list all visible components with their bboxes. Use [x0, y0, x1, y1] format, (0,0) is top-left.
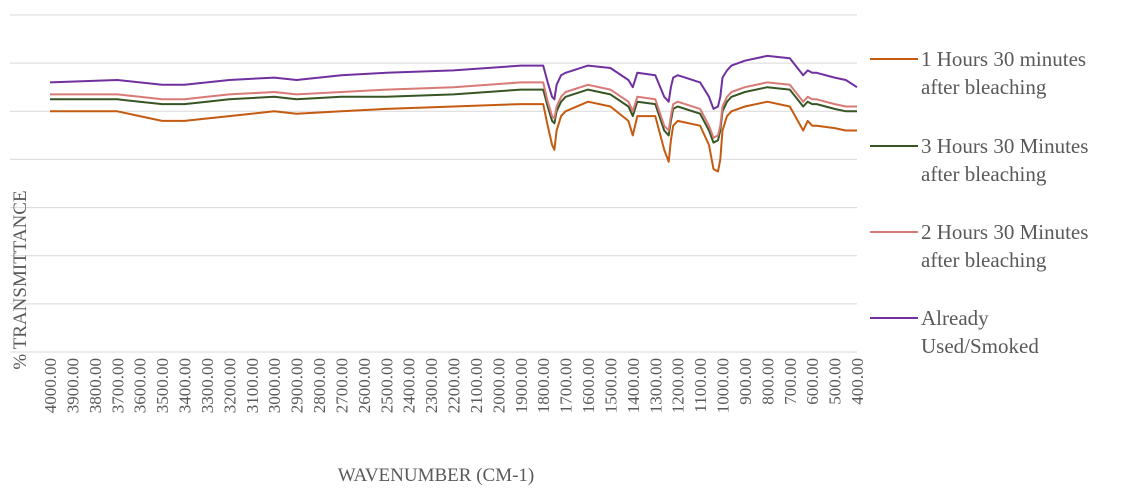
x-tick-label: 1700.00 [557, 358, 576, 413]
x-tick-label: 3700.00 [108, 358, 127, 413]
legend-label-4-line1: Already [921, 306, 989, 330]
x-tick-label: 3800.00 [86, 358, 105, 413]
x-tick-label: 2400.00 [400, 358, 419, 413]
x-axis-title: WAVENUMBER (CM-1) [338, 465, 535, 486]
x-tick-label: 1600.00 [579, 358, 598, 413]
x-tick-label: 900.00 [736, 358, 755, 405]
series-line-4 [49, 54, 858, 110]
legend-label-3-line2: after bleaching [921, 248, 1047, 272]
x-tick-label: 4000.00 [41, 358, 60, 413]
gridlines [10, 14, 857, 353]
x-tick-label: 2200.00 [445, 358, 464, 413]
x-tick-label: 1200.00 [669, 358, 688, 413]
series-line-1 [50, 100, 857, 173]
x-tick-label: 1800.00 [534, 358, 553, 413]
x-tick-label: 2900.00 [288, 358, 307, 413]
legend-label-4-line2: Used/Smoked [921, 334, 1039, 358]
x-tick-label: 2100.00 [467, 358, 486, 413]
x-tick-label: 2000.00 [489, 358, 508, 413]
legend-label-2-line1: 3 Hours 30 Minutes [921, 134, 1088, 158]
x-tick-label: 2700.00 [332, 358, 351, 413]
x-tick-label: 500.00 [826, 358, 845, 405]
x-tick-label: 2500.00 [377, 358, 396, 413]
x-tick-label: 2800.00 [310, 358, 329, 413]
x-tick-label: 1400.00 [624, 358, 643, 413]
x-tick-label: 400.00 [848, 358, 867, 405]
x-tick-label: 3100.00 [243, 358, 262, 413]
x-tick-label: 2600.00 [355, 358, 374, 413]
x-tick-label: 3200.00 [220, 358, 239, 413]
x-tick-label: 600.00 [803, 358, 822, 405]
x-tick-label: 700.00 [781, 358, 800, 405]
x-tick-label: 3600.00 [131, 358, 150, 413]
x-tick-label: 1100.00 [691, 358, 710, 413]
x-tick-label: 3500.00 [153, 358, 172, 413]
x-tick-label: 1900.00 [512, 358, 531, 413]
legend-label-2-line2: after bleaching [921, 162, 1047, 186]
x-tick-label: 3300.00 [198, 358, 217, 413]
x-tick-label: 1500.00 [601, 358, 620, 413]
x-tick-label: 800.00 [758, 358, 777, 405]
legend-label-1-line1: 1 Hours 30 minutes [921, 47, 1086, 71]
x-tick-label: 3400.00 [176, 358, 195, 413]
x-axis-ticks: 4000.00 3900.00 3800.00 3700.00 3600.00 3500.… [41, 358, 867, 413]
series-line-3 [50, 81, 857, 139]
x-tick-label: 3000.00 [265, 358, 284, 413]
legend-label-3-line1: 2 Hours 30 Minutes [921, 220, 1088, 244]
legend-label-1-line2: after bleaching [921, 75, 1047, 99]
legend: 1 Hours 30 minutes after bleaching 3 Hours… [870, 47, 1088, 358]
series-line-2 [50, 86, 857, 144]
x-tick-label: 1000.00 [714, 358, 733, 413]
y-axis-title: % TRANSMITTANCE [10, 190, 31, 369]
plot-series [49, 54, 858, 173]
x-tick-label: 2300.00 [422, 358, 441, 413]
x-tick-label: 1300.00 [646, 358, 665, 413]
x-tick-label: 3900.00 [63, 358, 82, 413]
